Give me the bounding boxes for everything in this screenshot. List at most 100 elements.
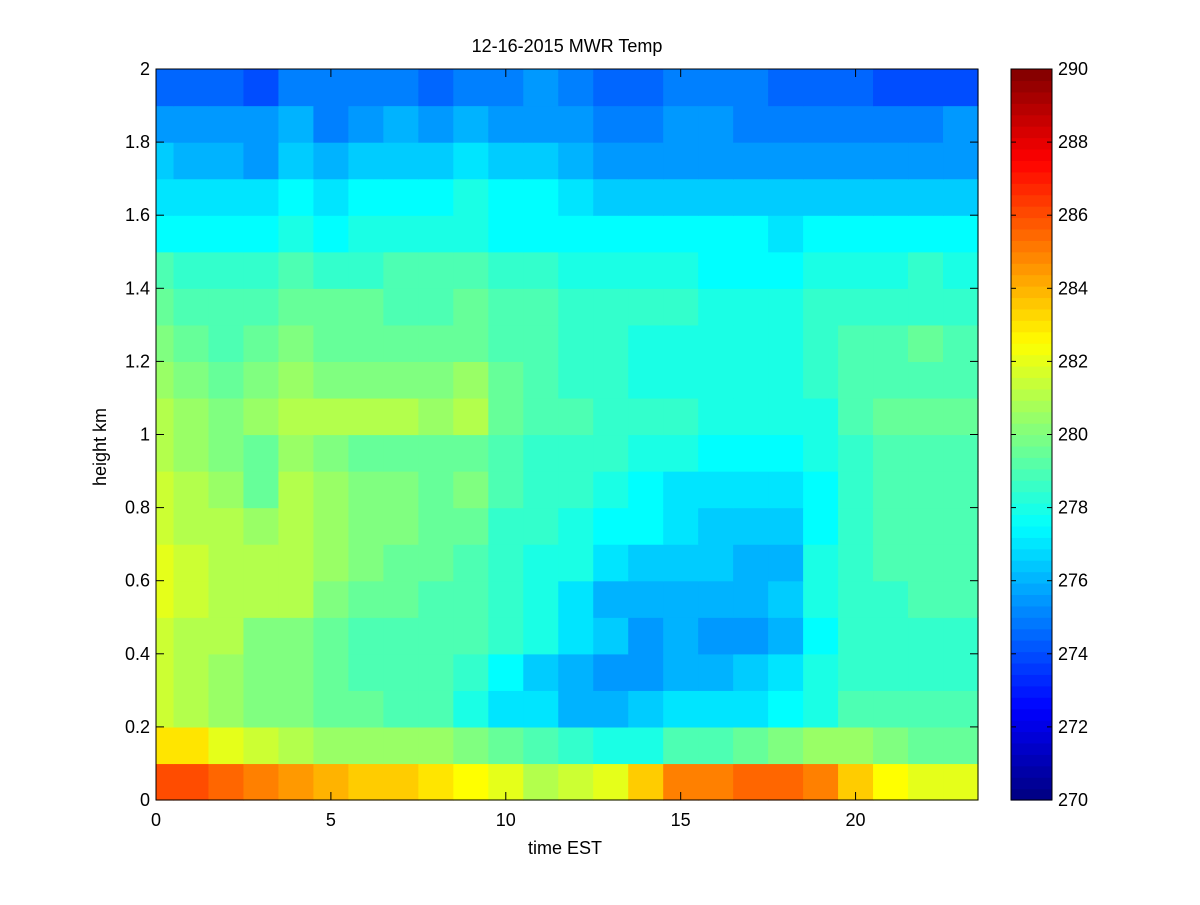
y-tick-label: 0.2 [125,717,150,737]
heatmap-cell [156,507,175,545]
colorbar-segment [1011,708,1052,721]
heatmap-cell [908,580,944,618]
heatmap-cell [943,178,979,216]
heatmap-cell [558,397,594,436]
heatmap-cell [173,580,210,618]
colorbar-segment [1011,685,1052,698]
heatmap-cell [348,617,384,655]
heatmap-cell [173,653,210,691]
heatmap-cell [208,434,245,472]
heatmap-cell [243,288,280,326]
heatmap-cell [873,288,909,326]
colorbar-segment [1011,503,1052,516]
heatmap-cell [628,142,664,180]
heatmap-cell [156,105,175,143]
colorbar-segment [1011,651,1052,664]
heatmap-cell [698,142,734,180]
colorbar-segment [1011,777,1052,790]
heatmap-cell [453,288,489,326]
heatmap-cell [628,544,664,582]
heatmap-cell [908,726,944,765]
heatmap-cell [418,690,454,728]
heatmap-cell [453,726,489,765]
heatmap-cell [488,142,524,180]
heatmap-cell [453,361,489,399]
heatmap-cell [418,142,454,180]
heatmap-cell [383,397,419,436]
heatmap-cell [908,471,944,509]
heatmap-cell [383,507,419,545]
heatmap-cell [278,288,315,326]
heatmap-cell [838,397,874,436]
heatmap-cell [488,690,524,728]
heatmap-cell [628,105,664,143]
heatmap-cell [558,580,594,618]
colorbar-segment [1011,228,1052,241]
heatmap-cell [873,507,909,545]
heatmap-cell [873,251,909,289]
heatmap-cell [488,580,524,618]
heatmap-cell [733,142,769,180]
colorbar-segment [1011,308,1052,321]
heatmap-cell [943,617,979,655]
heatmap-cell [313,471,349,509]
heatmap-cell [733,690,769,728]
colorbar-tick-label: 272 [1058,717,1088,737]
heatmap-cell [908,215,944,253]
heatmap-cell [453,617,489,655]
heatmap-cell [768,653,804,691]
colorbar-segment [1011,628,1052,641]
heatmap-cell [803,142,839,180]
heatmap-cell [156,653,175,691]
heatmap-cell [698,397,734,436]
heatmap-cell [348,324,384,362]
heatmap-cell [698,763,734,801]
colorbar-segment [1011,137,1052,150]
heatmap-cell [698,507,734,545]
heatmap-cell [488,178,524,216]
heatmap-cell [243,142,280,180]
heatmap-cell [418,69,454,107]
heatmap-cell [418,653,454,691]
heatmap-cell [278,471,315,509]
heatmap-cell [173,544,210,582]
heatmap-cell [873,215,909,253]
heatmap-cell [173,251,210,289]
heatmap-cell [628,726,664,765]
heatmap-cell [348,288,384,326]
heatmap-cell [383,361,419,399]
heatmap-cell [768,690,804,728]
heatmap-cell [838,142,874,180]
heatmap-cell [803,434,839,472]
heatmap-cell [558,471,594,509]
heatmap-cell [243,471,280,509]
heatmap-cell [733,471,769,509]
heatmap-cell [593,178,629,216]
heatmap-cell [348,726,384,765]
heatmap-cell [873,726,909,765]
heatmap-cell [348,178,384,216]
heatmap-cell [173,288,210,326]
heatmap-cell [628,178,664,216]
heatmap-cell [698,105,734,143]
colorbar-tick-label: 282 [1058,351,1088,371]
heatmap-cell [208,690,245,728]
heatmap-cell [523,507,559,545]
colorbar-segment [1011,80,1052,93]
heatmap-cell [173,617,210,655]
heatmap-cell [418,361,454,399]
heatmap-cell [663,580,699,618]
heatmap-cell [313,251,349,289]
colorbar-segment [1011,434,1052,447]
heatmap-cell [803,105,839,143]
heatmap-cell [593,215,629,253]
heatmap-cell [593,471,629,509]
heatmap-cell [418,434,454,472]
colorbar-segment [1011,388,1052,401]
heatmap-cell [156,617,175,655]
heatmap-cell [593,653,629,691]
heatmap-cell [243,726,280,765]
heatmap-cell [873,361,909,399]
heatmap-cell [313,324,349,362]
heatmap-cell [488,215,524,253]
